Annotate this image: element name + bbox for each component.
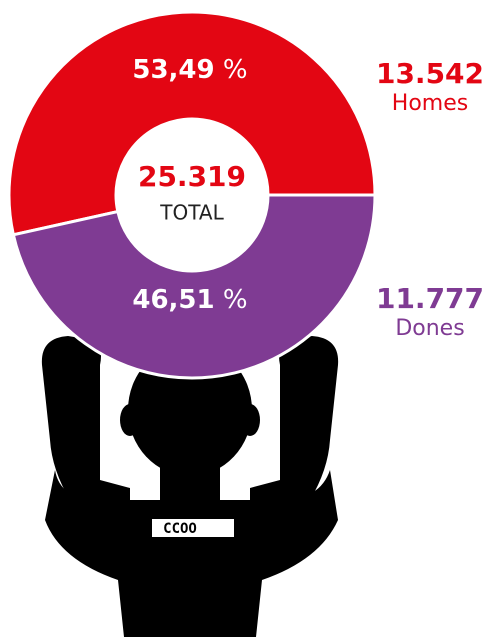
percent-label: 46,51 % xyxy=(132,285,247,315)
legend-label: Dones xyxy=(395,316,464,341)
left-arm xyxy=(41,336,130,500)
ear xyxy=(120,404,140,436)
count-label: 13.542 xyxy=(376,57,484,90)
legend-label: Homes xyxy=(392,91,468,116)
donut-hole xyxy=(116,119,268,271)
percent-label: 53,49 % xyxy=(132,55,247,85)
total-text: TOTAL xyxy=(159,201,224,225)
torso xyxy=(45,470,338,637)
pie xyxy=(7,10,377,380)
logo-box xyxy=(152,519,234,537)
ear xyxy=(240,404,260,436)
right-arm xyxy=(250,336,339,500)
total-value: 25.319 xyxy=(138,160,246,193)
count-label: 11.777 xyxy=(376,282,484,315)
silhouette: CCOO xyxy=(41,336,339,637)
logo-text: CCOO xyxy=(163,521,197,537)
